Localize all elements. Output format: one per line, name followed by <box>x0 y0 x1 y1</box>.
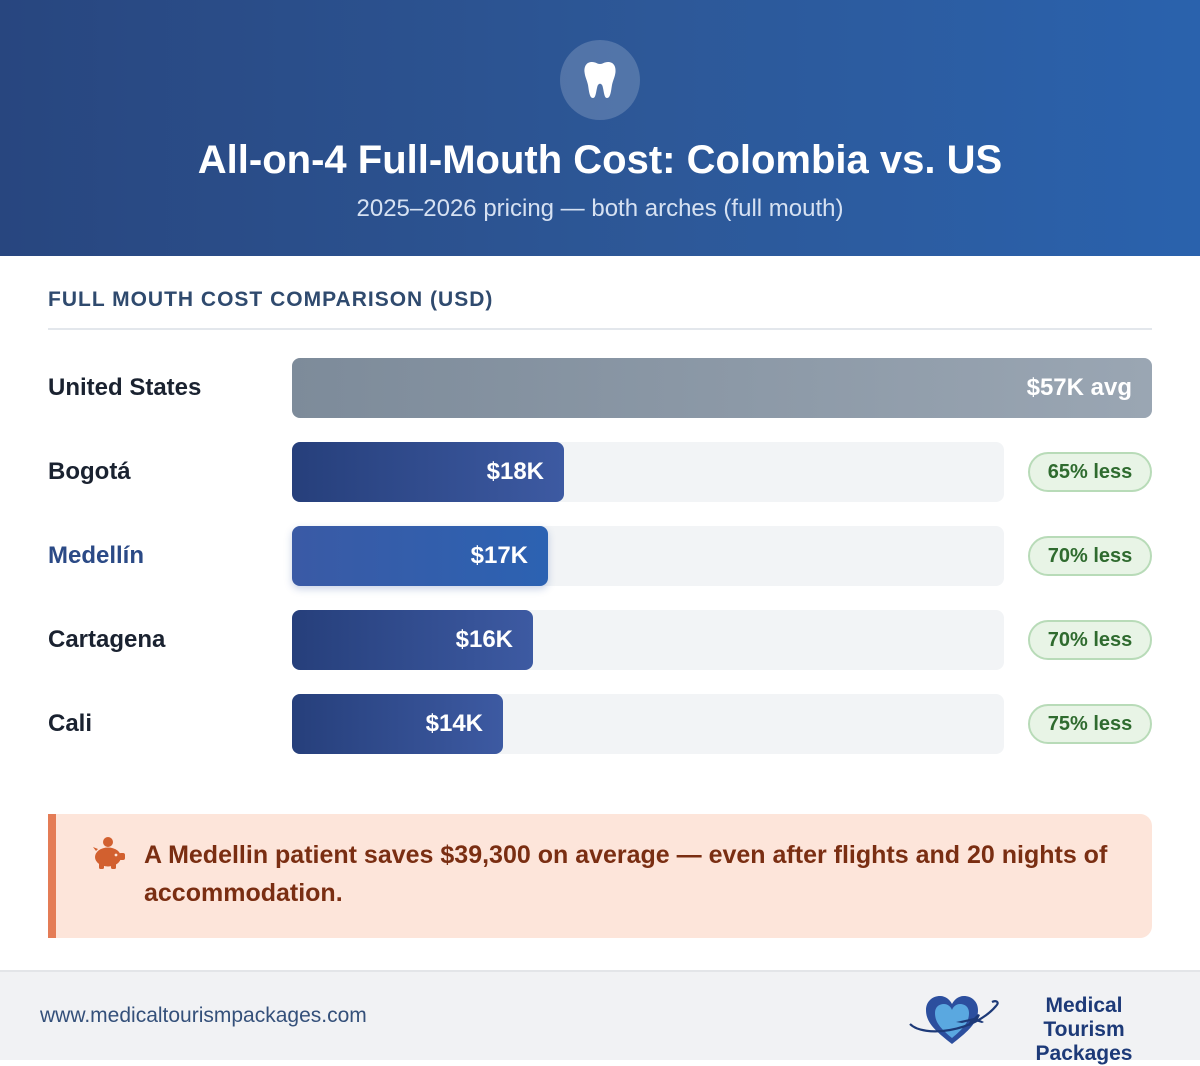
heart-plane-icon <box>909 996 999 1044</box>
bar-category-label: Cartagena <box>48 626 166 653</box>
bar-track: $17K <box>292 526 1004 586</box>
bar-category-label: Cali <box>48 710 93 737</box>
bar-value-label: $16K <box>455 626 513 653</box>
savings-badge: 70% less <box>1028 620 1152 660</box>
header-banner: All-on-4 Full-Mouth Cost: Colombia vs. U… <box>0 0 1200 256</box>
bar-category-label: Bogotá <box>48 458 131 485</box>
bar-track: $16K <box>292 610 1004 670</box>
savings-callout: A Medellin patient saves $39,300 on aver… <box>48 814 1152 938</box>
savings-badge: 65% less <box>1028 452 1152 492</box>
page-title: All-on-4 Full-Mouth Cost: Colombia vs. U… <box>197 138 1003 182</box>
bar-track: $14K <box>292 694 1004 754</box>
footer-url[interactable]: www.medicaltourismpackages.com <box>40 1004 367 1027</box>
tooth-icon <box>584 62 616 98</box>
logo-line-2: Packages <box>1035 1042 1133 1065</box>
bar-row: Cali $14K 75% less <box>0 694 1200 754</box>
bar-value-label: $57K avg <box>1026 374 1132 401</box>
callout-text: A Medellin patient saves $39,300 on aver… <box>144 841 1108 907</box>
section-heading: FULL MOUTH COST COMPARISON (USD) <box>48 288 494 311</box>
bar-row: Bogotá $18K 65% less <box>0 442 1200 502</box>
piggy-bank-icon <box>93 837 125 869</box>
page-subtitle: 2025–2026 pricing — both arches (full mo… <box>356 195 844 222</box>
bar-colombia: $16K <box>292 610 533 670</box>
bar-row: Cartagena $16K 70% less <box>0 610 1200 670</box>
savings-badge: 75% less <box>1028 704 1152 744</box>
bar-colombia: $17K <box>292 526 548 586</box>
bar-row: Medellín $17K 70% less <box>0 526 1200 586</box>
bar-value-label: $17K <box>470 542 528 569</box>
bar-category-label: Medellín <box>48 542 145 569</box>
tooth-icon-badge <box>560 40 640 120</box>
savings-badge: 70% less <box>1028 536 1152 576</box>
section-divider <box>48 328 1152 330</box>
brand-logo[interactable]: Medical Tourism Packages <box>904 988 1164 1065</box>
bar-value-label: $14K <box>425 710 483 737</box>
bar-value-label: $18K <box>486 458 544 485</box>
bar-colombia: $18K <box>292 442 564 502</box>
bar-track: $57K avg <box>292 358 1152 418</box>
logo-line-1: Medical Tourism <box>1043 994 1125 1041</box>
bar-track: $18K <box>292 442 1004 502</box>
footer: www.medicaltourismpackages.com Medical T… <box>0 970 1200 1065</box>
bar-category-label: United States <box>48 374 202 401</box>
bar-colombia: $14K <box>292 694 503 754</box>
bar-us: $57K avg <box>292 358 1152 418</box>
logo-text: Medical Tourism Packages <box>1004 994 1164 1066</box>
bar-row: United States $57K avg <box>0 358 1200 418</box>
